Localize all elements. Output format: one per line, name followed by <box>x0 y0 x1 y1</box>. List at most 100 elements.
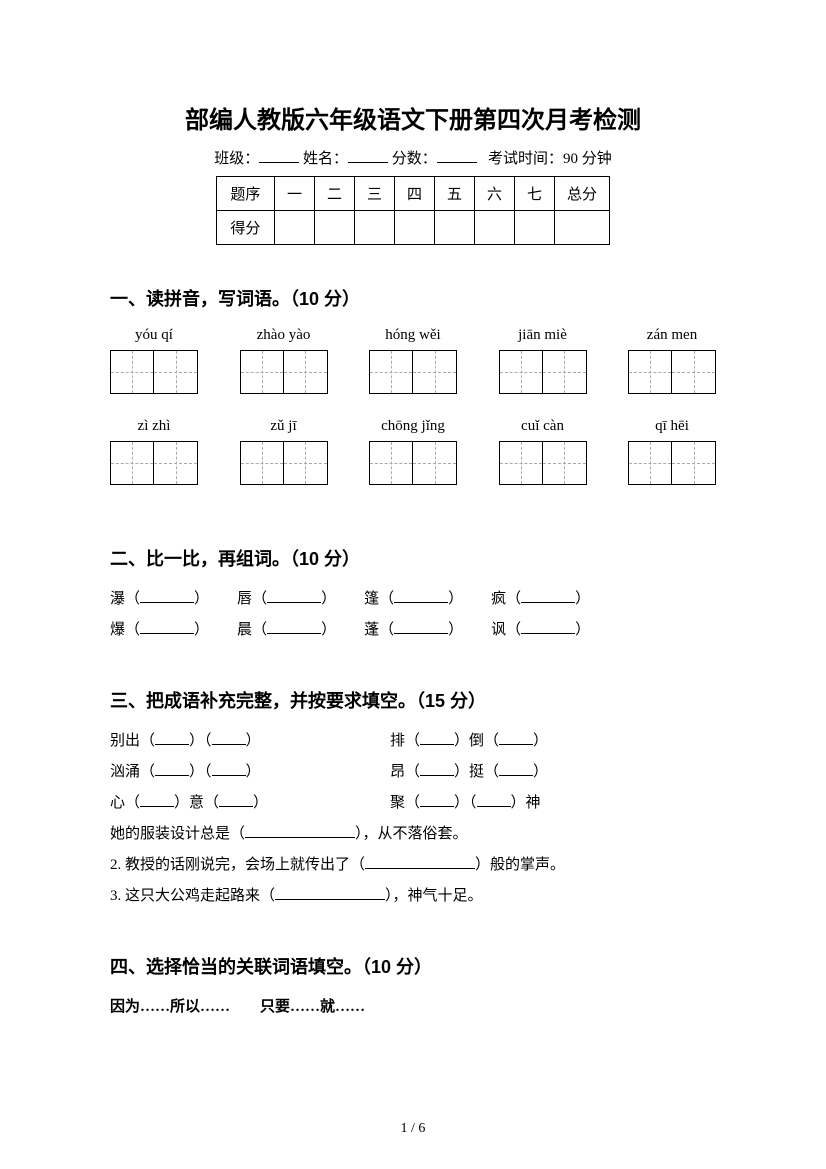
fill-blank[interactable] <box>499 744 533 745</box>
tian-grid[interactable] <box>499 350 587 394</box>
section-1: 一、读拼音，写词语。（10 分） yóu qí zhào yào hóng wě… <box>110 285 716 485</box>
tian-grid[interactable] <box>369 350 457 394</box>
sentence-3: 3. 这只大公鸡走起路来（），神气十足。 <box>110 884 716 905</box>
pinyin-item: jiān miè <box>499 327 587 394</box>
pinyin-item: hóng wěi <box>369 327 457 394</box>
sentence-2: 2. 教授的话刚说完，会场上就传出了（）般的掌声。 <box>110 853 716 874</box>
fill-blank[interactable] <box>245 837 355 838</box>
fill-blank[interactable] <box>155 775 189 776</box>
table-cell: 二 <box>314 177 354 211</box>
score-blank[interactable] <box>437 148 477 163</box>
fill-blank[interactable] <box>365 868 475 869</box>
sentence-1: 她的服装设计总是（），从不落俗套。 <box>110 822 716 843</box>
page-title: 部编人教版六年级语文下册第四次月考检测 <box>110 100 716 135</box>
table-cell: 三 <box>354 177 394 211</box>
idiom-row: 心（）意（） 聚（）（）神 <box>110 791 716 812</box>
table-cell[interactable] <box>314 211 354 245</box>
section-heading: 二、比一比，再组词。（10 分） <box>110 545 716 571</box>
pinyin-item: zán men <box>628 327 716 394</box>
table-cell[interactable] <box>475 211 515 245</box>
pinyin-item: zǔ jī <box>240 418 328 485</box>
fill-blank[interactable] <box>140 633 194 634</box>
class-blank[interactable] <box>259 148 299 163</box>
table-cell[interactable] <box>435 211 475 245</box>
page-number: 1 / 6 <box>0 1121 826 1137</box>
table-cell[interactable] <box>274 211 314 245</box>
table-cell[interactable] <box>515 211 555 245</box>
tian-grid[interactable] <box>110 350 198 394</box>
fill-blank[interactable] <box>155 744 189 745</box>
table-cell: 七 <box>515 177 555 211</box>
table-row: 得分 <box>216 211 609 245</box>
idiom-row: 汹涌（）（） 昂（）挺（） <box>110 760 716 781</box>
fill-blank[interactable] <box>420 744 454 745</box>
table-row: 题序 一 二 三 四 五 六 七 总分 <box>216 177 609 211</box>
compare-item: 篷（） <box>364 587 463 608</box>
tian-grid[interactable] <box>110 441 198 485</box>
pinyin-item: yóu qí <box>110 327 198 394</box>
idiom-item: 汹涌（）（） <box>110 760 390 781</box>
tian-grid[interactable] <box>240 350 328 394</box>
pinyin-label: cuǐ càn <box>521 418 564 435</box>
conjunction-options: 因为……所以…… 只要……就…… <box>110 995 716 1016</box>
table-cell: 六 <box>475 177 515 211</box>
fill-blank[interactable] <box>140 806 174 807</box>
fill-blank[interactable] <box>267 602 321 603</box>
name-blank[interactable] <box>348 148 388 163</box>
fill-blank[interactable] <box>394 633 448 634</box>
section-4: 四、选择恰当的关联词语填空。（10 分） 因为……所以…… 只要……就…… <box>110 953 716 1016</box>
time-label: 考试时间：90 分钟 <box>488 151 612 167</box>
table-cell[interactable] <box>555 211 610 245</box>
fill-blank[interactable] <box>420 775 454 776</box>
section-heading: 四、选择恰当的关联词语填空。（10 分） <box>110 953 716 979</box>
fill-blank[interactable] <box>140 602 194 603</box>
tian-grid[interactable] <box>369 441 457 485</box>
tian-grid[interactable] <box>499 441 587 485</box>
fill-blank[interactable] <box>219 806 253 807</box>
section-2: 二、比一比，再组词。（10 分） 瀑（） 唇（） 篷（） 疯（） 爆（） 晨（）… <box>110 545 716 639</box>
fill-blank[interactable] <box>275 899 385 900</box>
compare-item: 晨（） <box>237 618 336 639</box>
tian-grid[interactable] <box>628 441 716 485</box>
fill-blank[interactable] <box>212 775 246 776</box>
fill-blank[interactable] <box>420 806 454 807</box>
table-cell: 得分 <box>216 211 274 245</box>
idiom-item: 聚（）（）神 <box>390 791 541 812</box>
fill-blank[interactable] <box>521 602 575 603</box>
table-cell: 一 <box>274 177 314 211</box>
pinyin-label: zì zhì <box>138 418 171 435</box>
name-label: 姓名： <box>303 151 348 167</box>
pinyin-label: zǔ jī <box>270 418 296 435</box>
class-label: 班级： <box>214 151 259 167</box>
compare-row: 瀑（） 唇（） 篷（） 疯（） <box>110 587 716 608</box>
pinyin-item: cuǐ càn <box>499 418 587 485</box>
pinyin-item: qī hēi <box>628 418 716 485</box>
compare-item: 蓬（） <box>364 618 463 639</box>
table-cell[interactable] <box>354 211 394 245</box>
compare-item: 讽（） <box>491 618 590 639</box>
fill-blank[interactable] <box>477 806 511 807</box>
idiom-item: 排（）倒（） <box>390 729 548 750</box>
fill-blank[interactable] <box>499 775 533 776</box>
compare-item: 疯（） <box>491 587 590 608</box>
fill-blank[interactable] <box>521 633 575 634</box>
idiom-item: 昂（）挺（） <box>390 760 548 781</box>
tian-grid[interactable] <box>628 350 716 394</box>
tian-grid[interactable] <box>240 441 328 485</box>
fill-blank[interactable] <box>267 633 321 634</box>
pinyin-label: chōng jǐng <box>381 418 445 435</box>
pinyin-label: qī hēi <box>655 418 689 435</box>
score-label: 分数： <box>392 151 437 167</box>
section-heading: 一、读拼音，写词语。（10 分） <box>110 285 716 311</box>
table-cell[interactable] <box>394 211 434 245</box>
fill-blank[interactable] <box>212 744 246 745</box>
compare-item: 唇（） <box>237 587 336 608</box>
score-table: 题序 一 二 三 四 五 六 七 总分 得分 <box>216 176 610 245</box>
table-cell: 五 <box>435 177 475 211</box>
compare-item: 瀑（） <box>110 587 209 608</box>
pinyin-label: hóng wěi <box>385 327 440 344</box>
exam-info: 班级： 姓名： 分数： 考试时间：90 分钟 <box>110 147 716 168</box>
idiom-item: 别出（）（） <box>110 729 390 750</box>
fill-blank[interactable] <box>394 602 448 603</box>
table-cell: 总分 <box>555 177 610 211</box>
